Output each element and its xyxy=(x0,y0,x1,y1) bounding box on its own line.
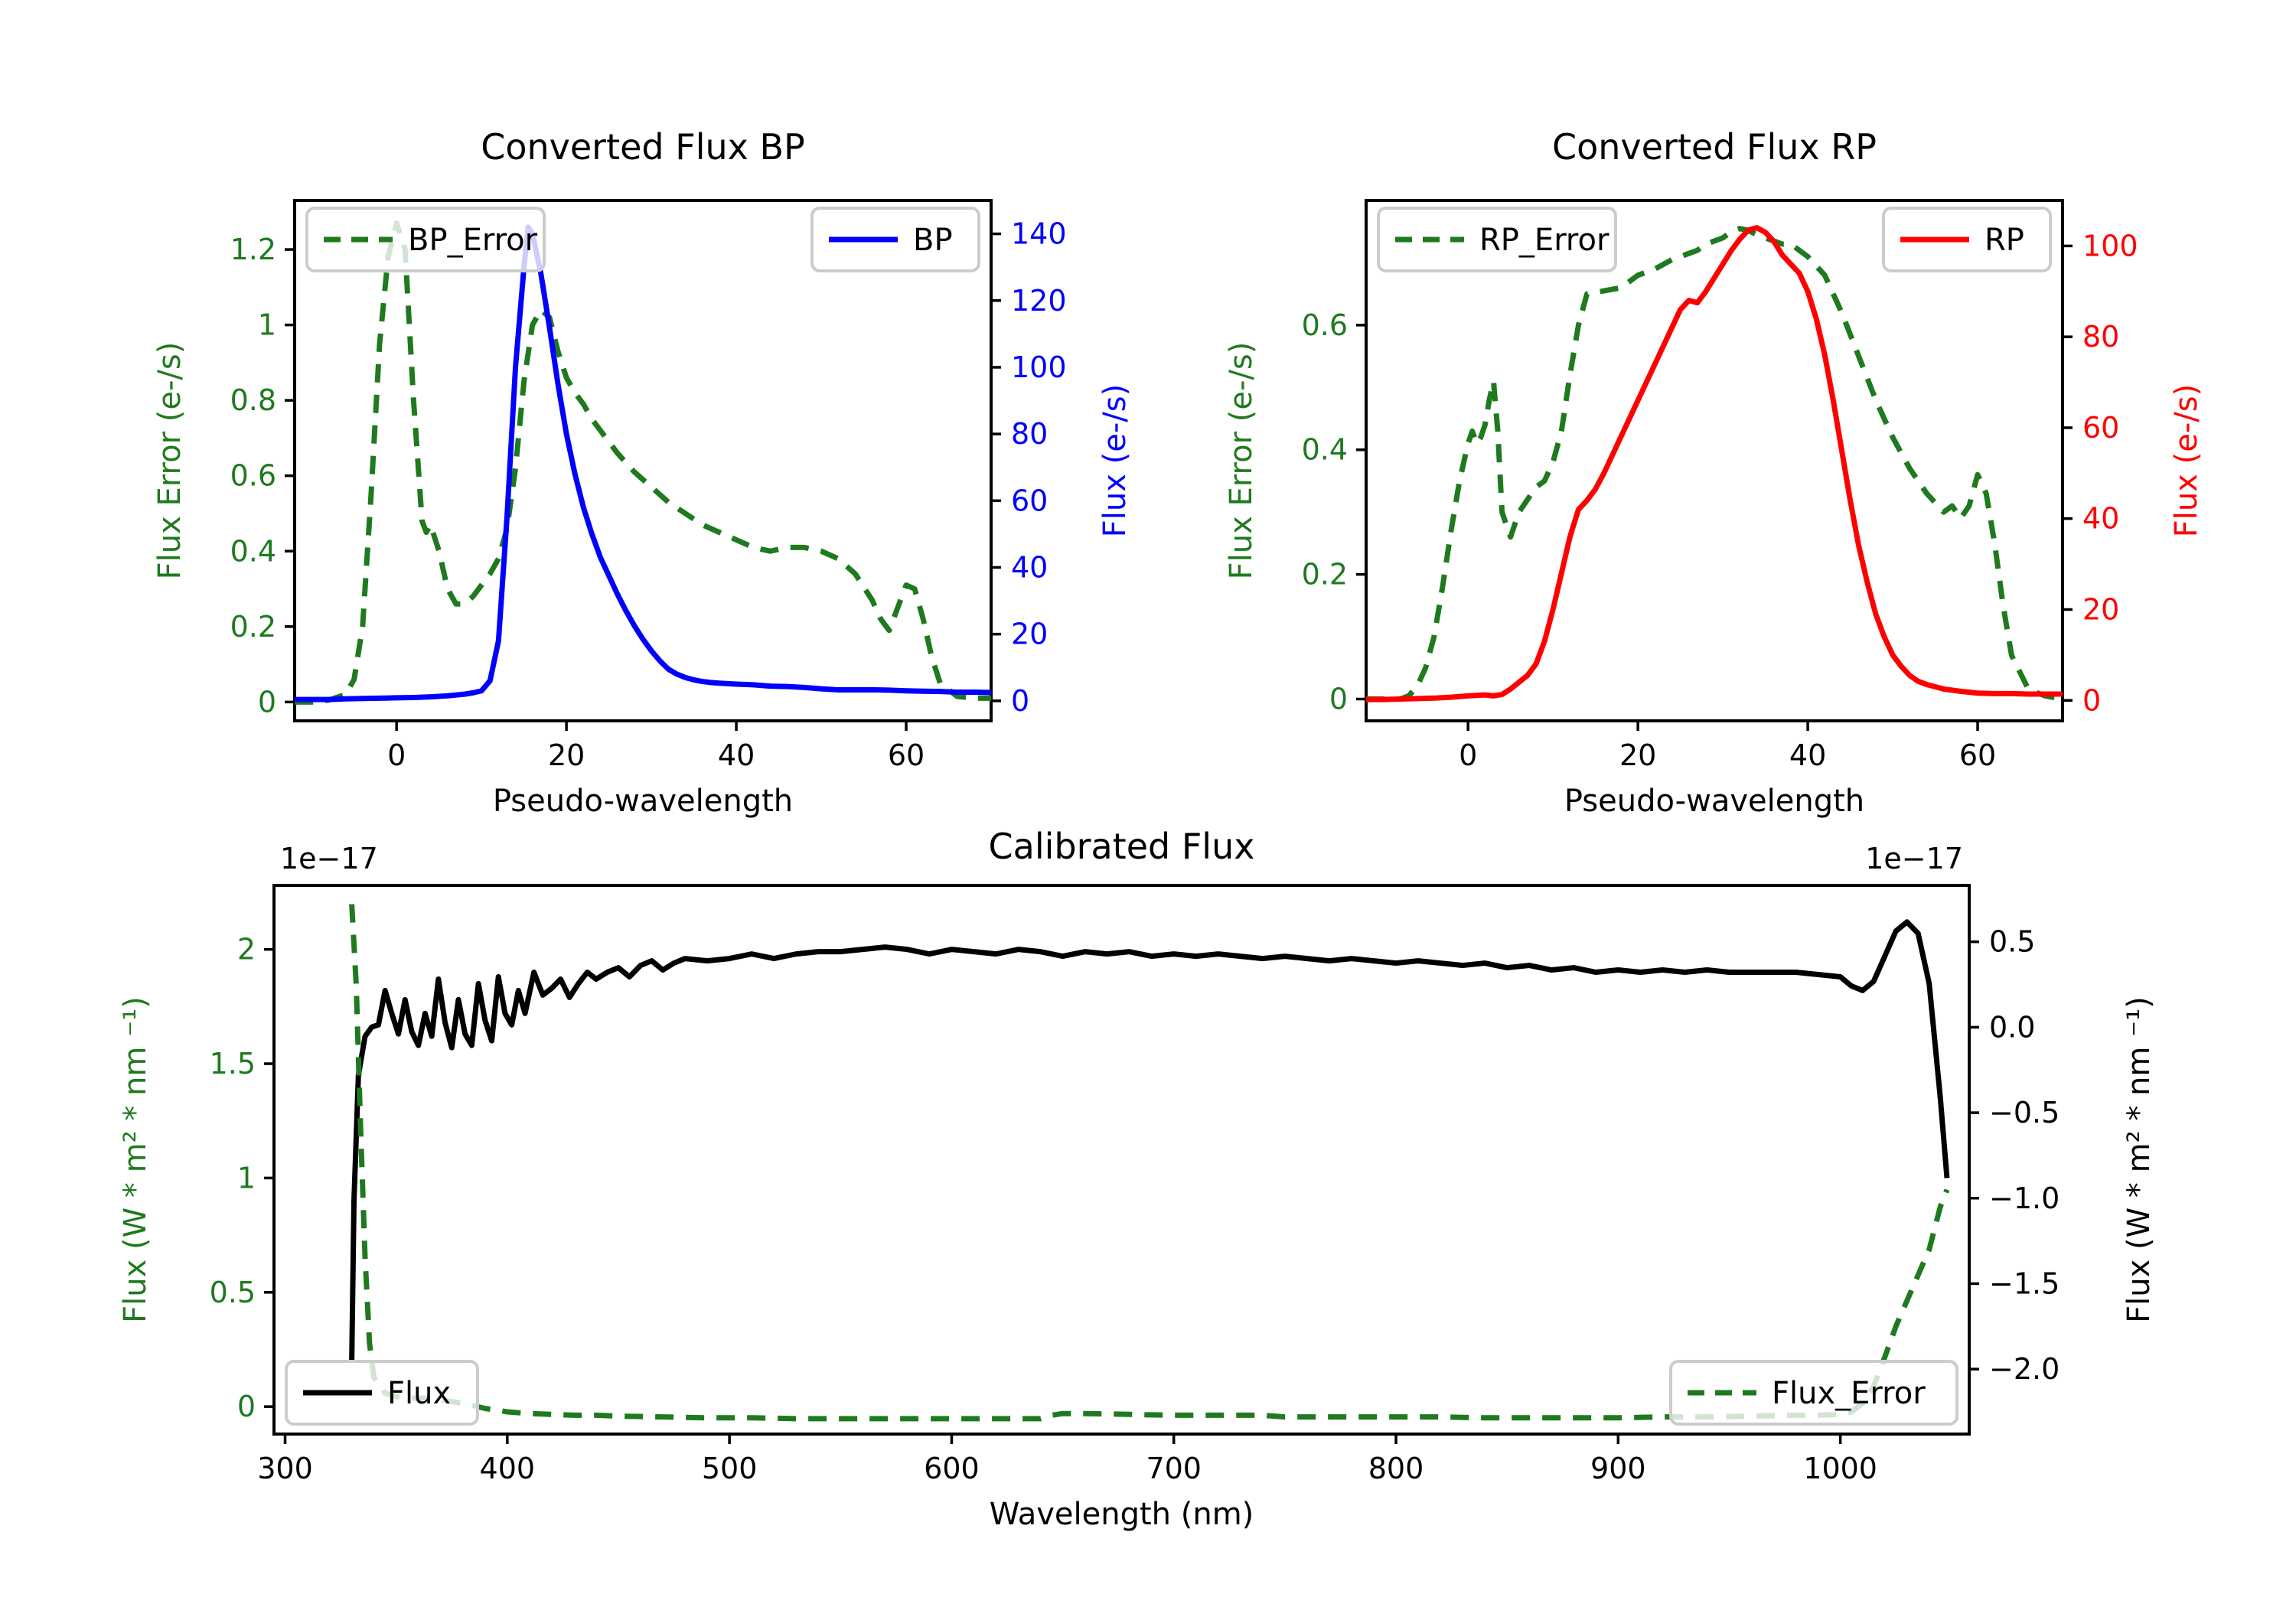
yaxis-label-left-calibrated-flux: Flux (W * m² * nm ⁻¹) xyxy=(118,996,153,1323)
xtick-label: 900 xyxy=(1590,1452,1646,1485)
ytick-label-right: 0 xyxy=(2082,683,2101,717)
legend-bp-error[interactable]: BP_Error xyxy=(305,207,546,272)
yaxis-label-right-converted-flux-rp: Flux (e-/s) xyxy=(2169,384,2204,537)
xtick-label: 40 xyxy=(718,738,755,772)
ytick-label-right: 20 xyxy=(2082,592,2119,626)
ytick-label-left: 1.5 xyxy=(210,1047,256,1081)
series-line-rp_error xyxy=(1366,226,2063,702)
yaxis-label-right-converted-flux-bp: Flux (e-/s) xyxy=(1097,384,1133,537)
legend-flux-error-label: Flux_Error xyxy=(1772,1376,1926,1411)
series-line-flux_error xyxy=(349,904,1950,1422)
ytick-label-left: 0 xyxy=(237,1390,256,1423)
ytick-label-right: 0.0 xyxy=(1989,1010,2035,1044)
ytick-label-right: 100 xyxy=(1011,350,1067,384)
series-line-bp xyxy=(295,224,992,702)
xtick-label: 40 xyxy=(1789,738,1826,772)
xtick-label: 0 xyxy=(387,738,406,772)
plot-converted-flux-rp: Converted Flux RP 0 20 40 60 Pseudo-wavelengt… xyxy=(1224,126,2204,819)
ytick-label-left: 2 xyxy=(237,933,256,966)
xtick-label: 20 xyxy=(1619,738,1656,772)
xtick-label: 60 xyxy=(888,738,925,772)
ytick-label-left: 1 xyxy=(258,308,276,342)
legend-bp[interactable]: BP xyxy=(810,207,980,272)
ytick-label-right: 40 xyxy=(1011,550,1048,584)
xaxis-label-converted-flux-bp: Pseudo-wavelength xyxy=(493,784,793,819)
ytick-label-right: 40 xyxy=(2082,502,2119,536)
ytick-label-left: 1.2 xyxy=(230,233,276,266)
yaxis-label-left-converted-flux-rp: Flux Error (e-/s) xyxy=(1224,342,1259,580)
xtick-label: 20 xyxy=(548,738,585,772)
ytick-label-left: 1 xyxy=(237,1161,256,1195)
ytick-label-right: 60 xyxy=(2082,411,2119,445)
ytick-label-right: 100 xyxy=(2082,229,2138,262)
series-line-flux xyxy=(349,919,1950,1361)
legend-flux-label: Flux xyxy=(387,1376,451,1411)
xtick-label: 400 xyxy=(480,1452,536,1485)
ytick-label-right: 140 xyxy=(1011,217,1067,251)
chart-title-converted-flux-bp: Converted Flux BP xyxy=(481,126,805,168)
yaxis-label-left-converted-flux-bp: Flux Error (e-/s) xyxy=(152,342,188,580)
legend-rp[interactable]: RP xyxy=(1882,207,2052,272)
ytick-label-left: 0.4 xyxy=(230,534,276,568)
chart-title-converted-flux-rp: Converted Flux RP xyxy=(1552,126,1877,168)
ytick-label-left: 0.8 xyxy=(230,383,276,417)
offset-text-right: 1e−17 xyxy=(1865,842,1963,875)
axes-frame-converted-flux-rp xyxy=(1365,199,2064,722)
ytick-label-right: −1.0 xyxy=(1989,1182,2060,1215)
yaxis-label-right-calibrated-flux: Flux (W * m² * nm ⁻¹) xyxy=(2122,996,2157,1323)
ytick-label-left: 0.2 xyxy=(1302,558,1348,592)
series-line-rp xyxy=(1366,225,2063,702)
xtick-label: 700 xyxy=(1146,1452,1202,1485)
legend-flux-error-box xyxy=(1669,1360,1958,1426)
offset-text-left: 1e−17 xyxy=(280,842,378,875)
ytick-label-right: −2.0 xyxy=(1989,1352,2060,1386)
ytick-label-left: 0 xyxy=(258,685,276,719)
ytick-label-right: −0.5 xyxy=(1989,1096,2060,1129)
legend-flux-error[interactable]: Flux_Error xyxy=(1669,1360,1958,1426)
ytick-label-left: 0.2 xyxy=(230,610,276,644)
ytick-label-right: 80 xyxy=(2082,320,2119,354)
xtick-label: 300 xyxy=(257,1452,313,1485)
xtick-label: 0 xyxy=(1459,738,1477,772)
chart-title-calibrated-flux: Calibrated Flux xyxy=(989,826,1255,867)
legend-bp-error-label: BP_Error xyxy=(408,223,538,258)
ytick-label-right: 120 xyxy=(1011,284,1067,318)
legend-flux[interactable]: Flux xyxy=(285,1360,479,1426)
axes-frame-calibrated-flux xyxy=(272,884,1971,1436)
legend-bp-error-box xyxy=(305,207,546,272)
xtick-label: 800 xyxy=(1368,1452,1424,1485)
xtick-label: 60 xyxy=(1959,738,1996,772)
ytick-label-left: 0.4 xyxy=(1302,433,1348,467)
plot-converted-flux-bp: Converted Flux BP 0 20 40 60 Pseudo-wavelengt… xyxy=(152,126,1133,819)
xaxis-label-calibrated-flux: Wavelength (nm) xyxy=(990,1497,1254,1532)
ytick-label-right: 60 xyxy=(1011,484,1048,517)
xtick-label: 500 xyxy=(702,1452,758,1485)
ytick-label-right: 80 xyxy=(1011,417,1048,451)
legend-rp-error-label: RP_Error xyxy=(1479,223,1609,258)
ytick-label-right: 0 xyxy=(1011,684,1029,718)
legend-bp-label: BP xyxy=(913,223,953,258)
ytick-label-left: 0.5 xyxy=(210,1276,256,1309)
ytick-label-right: −1.5 xyxy=(1989,1266,2060,1300)
legend-flux-box xyxy=(285,1360,479,1426)
xtick-label: 1000 xyxy=(1803,1452,1877,1485)
series-line-bp_error xyxy=(295,220,991,705)
ytick-label-left: 0.6 xyxy=(230,459,276,493)
ytick-label-right: 20 xyxy=(1011,618,1048,651)
plot-calibrated-flux: Calibrated Flux 300 400 500 600 700 800 900 1000… xyxy=(118,826,2157,1532)
xtick-label: 600 xyxy=(924,1452,980,1485)
axes-frame-converted-flux-bp xyxy=(293,199,993,722)
legend-rp-error[interactable]: RP_Error xyxy=(1377,207,1617,272)
ytick-label-left: 0 xyxy=(1329,682,1348,715)
legend-rp-label: RP xyxy=(1985,223,2024,258)
legend-rp-error-box xyxy=(1377,207,1617,272)
ytick-label-right: 0.5 xyxy=(1989,925,2035,959)
xaxis-label-converted-flux-rp: Pseudo-wavelength xyxy=(1564,784,1864,819)
ytick-label-left: 0.6 xyxy=(1302,308,1348,342)
